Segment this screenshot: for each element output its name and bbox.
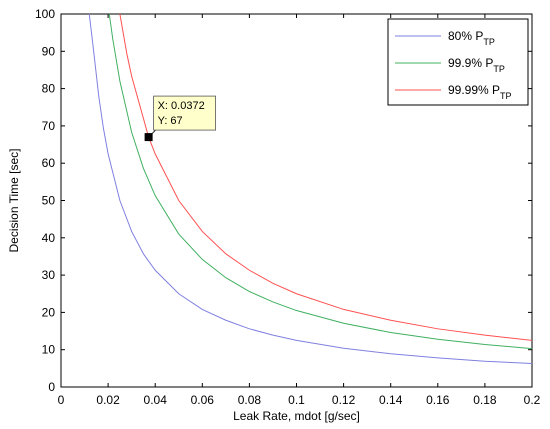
series-line-2 (119, 14, 532, 341)
datatip[interactable]: X: 0.0372 Y: 67 (144, 95, 217, 142)
datatip-box (153, 95, 217, 131)
x-tick-label: 0.12 (332, 393, 356, 407)
datatip-y-text: Y: 67 (158, 115, 183, 127)
y-tick-label: 50 (42, 194, 56, 208)
x-tick-labels: 0 0.02 0.04 0.06 0.08 0.1 0.12 0.14 0.16 0.18 0.2 (58, 393, 541, 407)
x-tick-label: 0.1 (288, 393, 305, 407)
legend-label-main: 99.9% P (448, 56, 493, 70)
datatip-marker[interactable] (144, 133, 153, 142)
axis-ticks (60, 13, 533, 388)
y-tick-label: 100 (35, 7, 55, 21)
y-tick-label: 40 (42, 231, 56, 245)
y-tick-label: 70 (42, 119, 56, 133)
x-tick-label: 0.2 (524, 393, 541, 407)
datatip-x-text: X: 0.0372 (158, 100, 205, 112)
y-tick-labels: 0 10 20 30 40 50 60 70 80 90 100 (35, 7, 55, 394)
legend-label-subscript: TP (500, 91, 512, 101)
x-axis-title: Leak Rate, mdot [g/sec] (233, 409, 360, 423)
y-tick-label: 10 (42, 343, 56, 357)
y-tick-label: 0 (48, 380, 55, 394)
legend-label-0: 80% PTP (448, 29, 495, 47)
x-tick-label: 0.16 (426, 393, 450, 407)
legend-label-main: 80% P (448, 29, 483, 43)
legend-label-2: 99.99% PTP (448, 83, 512, 101)
x-tick-label: 0.18 (473, 393, 497, 407)
y-tick-label: 20 (42, 305, 56, 319)
y-tick-label: 60 (42, 156, 56, 170)
series-line-1 (108, 14, 532, 350)
legend-label-1: 99.9% PTP (448, 56, 505, 74)
legend-label-subscript: TP (493, 64, 505, 74)
x-tick-label: 0.02 (96, 393, 120, 407)
legend-box (387, 18, 529, 106)
x-tick-label: 0.04 (144, 393, 168, 407)
x-tick-label: 0 (58, 393, 65, 407)
series-lines (88, 14, 532, 364)
y-tick-label: 80 (42, 82, 56, 96)
y-tick-label: 90 (42, 44, 56, 58)
x-tick-label: 0.14 (379, 393, 403, 407)
legend-label-main: 99.99% P (448, 83, 500, 97)
y-tick-label: 30 (42, 268, 56, 282)
x-tick-label: 0.06 (191, 393, 215, 407)
legend-label-subscript: TP (483, 37, 495, 47)
y-axis-title: Decision Time [sec] (7, 148, 21, 252)
x-tick-label: 0.08 (238, 393, 262, 407)
series-line-0 (88, 14, 532, 364)
